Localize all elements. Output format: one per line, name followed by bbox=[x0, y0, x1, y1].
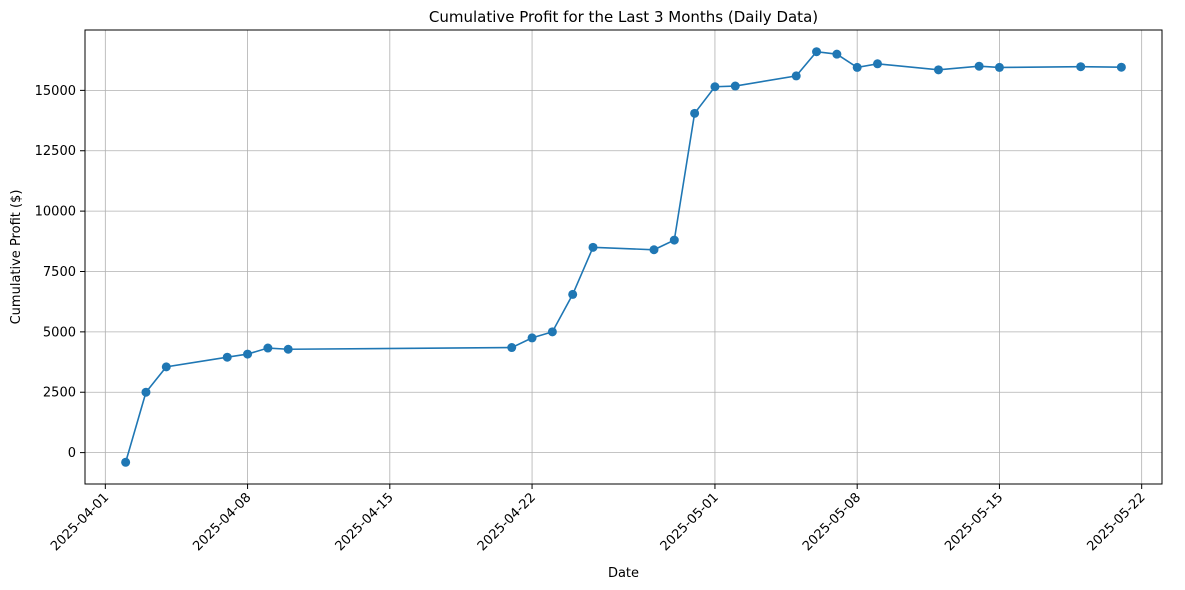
data-point bbox=[547, 327, 557, 337]
data-point bbox=[933, 65, 943, 75]
data-point bbox=[243, 349, 253, 359]
data-point bbox=[812, 47, 822, 57]
x-axis-label: Date bbox=[608, 566, 639, 581]
data-point bbox=[507, 343, 517, 353]
data-point bbox=[1076, 62, 1086, 72]
y-tick-label: 5000 bbox=[43, 325, 76, 340]
data-point bbox=[832, 49, 842, 59]
y-tick-label: 10000 bbox=[35, 205, 76, 220]
series-group bbox=[121, 47, 1126, 467]
y-tick-label: 7500 bbox=[43, 265, 76, 280]
data-point bbox=[649, 245, 659, 255]
data-point bbox=[852, 62, 862, 72]
data-point bbox=[263, 343, 273, 353]
data-point bbox=[588, 242, 598, 252]
data-point bbox=[161, 362, 171, 372]
grid-lines bbox=[85, 30, 1162, 484]
y-axis-ticks: 0 2500 5000 7500 10000 12500 15000 bbox=[35, 84, 85, 461]
y-axis-label: Cumulative Profit ($) bbox=[9, 190, 24, 325]
y-tick-label: 15000 bbox=[35, 84, 76, 99]
data-point bbox=[873, 59, 883, 69]
data-point bbox=[669, 235, 679, 245]
data-point bbox=[283, 344, 293, 354]
data-point bbox=[690, 108, 700, 118]
data-point bbox=[222, 352, 232, 362]
y-tick-label: 2500 bbox=[43, 386, 76, 401]
data-point bbox=[568, 289, 578, 299]
chart-title: Cumulative Profit for the Last 3 Months … bbox=[429, 8, 818, 26]
data-point bbox=[141, 387, 151, 397]
y-tick-label: 0 bbox=[68, 446, 76, 461]
data-point bbox=[791, 71, 801, 81]
data-point bbox=[1116, 62, 1126, 72]
y-tick-label: 12500 bbox=[35, 144, 76, 159]
data-point bbox=[994, 62, 1004, 72]
data-point bbox=[974, 61, 984, 71]
data-point bbox=[730, 81, 740, 91]
data-point bbox=[527, 333, 537, 343]
data-point bbox=[710, 82, 720, 92]
plot-frame bbox=[84, 29, 1163, 485]
data-point bbox=[121, 457, 131, 467]
